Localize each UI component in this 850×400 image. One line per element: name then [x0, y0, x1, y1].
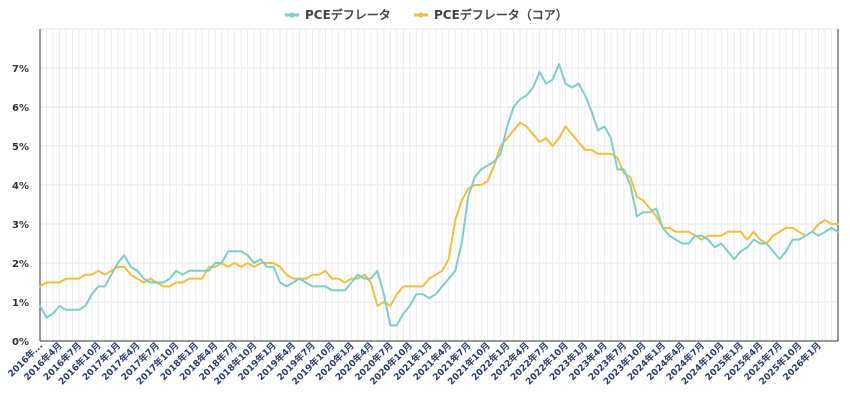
y-tick-label: 7% — [12, 64, 29, 75]
legend-marker — [418, 12, 424, 18]
legend[interactable]: PCEデフレータ PCEデフレータ（コア） — [285, 7, 568, 22]
y-tick-label: 4% — [12, 181, 29, 192]
legend-label: PCEデフレータ — [305, 7, 391, 22]
series-line-pce-core — [39, 121, 839, 307]
y-tick-label: 0% — [12, 337, 29, 348]
y-tick-label: 2% — [12, 259, 29, 270]
series-layer — [39, 63, 839, 327]
grid-layer — [39, 28, 839, 342]
legend-item-pce[interactable]: PCEデフレータ — [285, 7, 391, 22]
axis-layer — [39, 29, 839, 342]
series-line-pce — [39, 63, 839, 327]
y-tick-label: 6% — [12, 103, 29, 114]
legend-marker — [289, 12, 295, 18]
legend-item-pce-core[interactable]: PCEデフレータ（コア） — [414, 7, 568, 22]
y-tick-label: 3% — [12, 220, 29, 231]
tick-labels: 0%1%2%3%4%5%6%7%2016年...2016年4月2016年7月20… — [5, 64, 823, 387]
legend-label: PCEデフレータ（コア） — [434, 7, 568, 22]
y-tick-label: 5% — [12, 142, 29, 153]
y-tick-label: 1% — [12, 298, 29, 309]
